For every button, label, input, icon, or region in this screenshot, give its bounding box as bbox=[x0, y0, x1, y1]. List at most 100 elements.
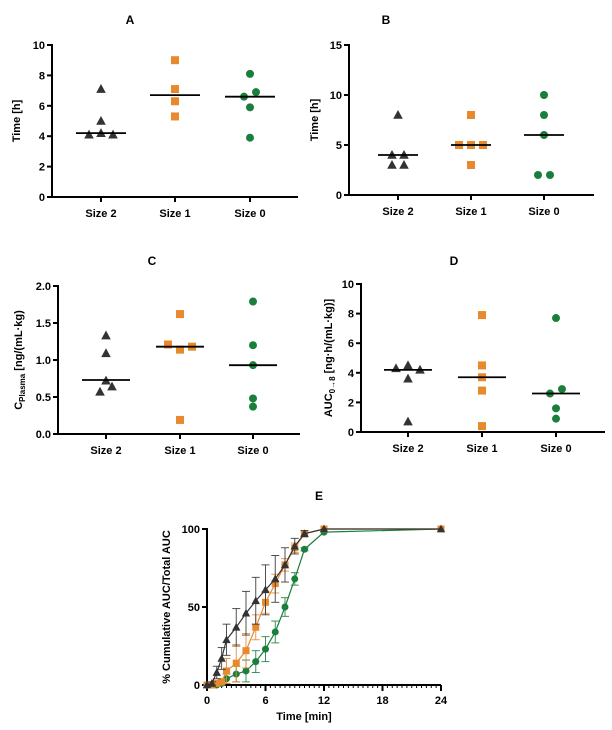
data-point-triangle bbox=[101, 330, 111, 340]
y-axis-label-units: [ng·h/(mL·kg)] bbox=[323, 298, 335, 376]
y-tick-label: 0.0 bbox=[36, 429, 51, 441]
y-tick-label: 50 bbox=[188, 602, 200, 614]
data-point-circle bbox=[249, 394, 257, 403]
data-point-circle bbox=[246, 69, 254, 78]
panel-b: B 0 5 10 15 Size 2 Size 1 Size 0 Time [h] bbox=[309, 13, 594, 218]
data-point-square bbox=[478, 311, 486, 320]
data-point-circle bbox=[246, 103, 254, 112]
x-axis-label: Time [min] bbox=[276, 711, 332, 723]
panel-a: A 0 2 4 6 8 10 Size 2 Size 1 Size 0 Time [h] bbox=[11, 13, 298, 220]
panel-title: B bbox=[382, 13, 391, 27]
data-point-square bbox=[171, 97, 179, 106]
y-axis-label-main: Time [h] bbox=[11, 99, 23, 142]
x-tick-label: 0 bbox=[204, 695, 210, 707]
data-point-square bbox=[223, 667, 230, 675]
data-point-circle bbox=[271, 628, 279, 636]
data-point-square bbox=[467, 111, 475, 119]
data-point-circle bbox=[552, 414, 560, 423]
x-category-label: Size 0 bbox=[540, 443, 571, 455]
y-axis-label-subscript: 0→8 bbox=[328, 376, 337, 393]
y-tick-label: 15 bbox=[330, 40, 342, 52]
x-tick-label: 24 bbox=[435, 695, 448, 707]
x-category-label: Size 1 bbox=[466, 443, 497, 455]
data-point-triangle bbox=[271, 574, 280, 583]
y-tick-label: 1.5 bbox=[36, 318, 51, 330]
data-point-square bbox=[478, 361, 486, 370]
data-point-square bbox=[171, 56, 179, 65]
data-point-square bbox=[478, 422, 486, 431]
data-point-circle bbox=[291, 575, 299, 583]
data-point-circle bbox=[249, 341, 257, 350]
data-point-triangle bbox=[241, 608, 251, 617]
data-point-triangle bbox=[251, 596, 260, 605]
data-point-circle bbox=[242, 667, 250, 675]
data-point-triangle bbox=[399, 159, 409, 169]
y-tick-label: 4 bbox=[39, 131, 46, 143]
data-point-triangle bbox=[232, 622, 241, 631]
data-point-square bbox=[171, 85, 179, 94]
data-point-square bbox=[176, 345, 184, 354]
x-category-label: Size 2 bbox=[90, 445, 121, 457]
data-point-triangle bbox=[393, 109, 403, 119]
panel-title: C bbox=[148, 254, 157, 268]
data-point-triangle bbox=[261, 585, 270, 594]
data-point-square bbox=[164, 340, 172, 349]
x-tick-label: 12 bbox=[318, 695, 330, 707]
y-tick-label: 2.0 bbox=[36, 281, 51, 293]
data-point-triangle bbox=[107, 381, 117, 391]
data-point-square bbox=[232, 659, 240, 667]
data-point-circle bbox=[262, 645, 269, 653]
data-point-circle bbox=[252, 88, 260, 97]
panel-d: D 0 2 4 6 8 10 Size 2 Size 1 Size 0 AUC0→8 [ng·h/(… bbox=[323, 254, 605, 455]
y-tick-label: 0 bbox=[39, 192, 45, 204]
y-axis-label-subscript: Plasma bbox=[18, 373, 27, 402]
x-category-label: Size 0 bbox=[234, 208, 265, 220]
data-point-triangle bbox=[403, 373, 413, 383]
y-tick-label: 8 bbox=[39, 70, 45, 82]
series-size-1 bbox=[203, 525, 445, 689]
y-tick-label: 4 bbox=[348, 368, 355, 380]
x-category-label: Size 1 bbox=[164, 445, 195, 457]
y-tick-label: 1.0 bbox=[36, 355, 51, 367]
data-point-circle bbox=[246, 133, 254, 142]
data-point-triangle bbox=[222, 635, 231, 644]
y-axis-label: Time [h] bbox=[11, 99, 23, 142]
data-point-circle bbox=[252, 658, 260, 666]
series-size-2 bbox=[202, 524, 446, 689]
y-axis-label: Time [h] bbox=[309, 98, 321, 141]
y-tick-label: 2 bbox=[348, 397, 354, 409]
y-axis-label: % Cumulative AUC/Total AUC bbox=[161, 530, 173, 684]
data-point-circle bbox=[546, 171, 554, 179]
x-tick-label: 6 bbox=[262, 695, 268, 707]
y-tick-label: 10 bbox=[330, 90, 342, 102]
data-point-triangle bbox=[403, 360, 413, 370]
data-point-triangle bbox=[387, 159, 397, 169]
data-point-triangle bbox=[300, 529, 309, 537]
x-category-label: Size 0 bbox=[528, 206, 559, 218]
y-tick-label: 0.5 bbox=[36, 392, 51, 404]
data-point-circle bbox=[301, 545, 308, 553]
data-point-triangle bbox=[95, 386, 105, 396]
data-point-triangle bbox=[280, 560, 290, 569]
y-tick-label: 8 bbox=[348, 309, 354, 321]
y-axis-label: AUC0→8 [ng·h/(mL·kg)] bbox=[323, 298, 337, 417]
data-point-triangle bbox=[436, 524, 446, 533]
data-point-circle bbox=[249, 297, 257, 306]
x-category-label: Size 1 bbox=[159, 208, 190, 220]
data-point-circle bbox=[552, 314, 560, 323]
y-axis-label-main: AUC bbox=[323, 393, 335, 417]
panel-title: D bbox=[450, 254, 459, 268]
x-tick-label: 18 bbox=[376, 695, 388, 707]
data-point-triangle bbox=[101, 348, 111, 358]
y-tick-label: 0 bbox=[194, 680, 200, 692]
panel-e: E 0 50 100 0 6 12 18 24 Time [min] % Cumulative AU… bbox=[161, 489, 448, 723]
data-point-circle bbox=[540, 111, 548, 119]
data-point-triangle bbox=[207, 679, 217, 687]
data-point-square bbox=[218, 678, 226, 686]
series-line bbox=[206, 528, 441, 686]
y-tick-label: 10 bbox=[342, 279, 354, 291]
data-point-triangle bbox=[290, 541, 299, 550]
data-point-square bbox=[171, 112, 179, 121]
